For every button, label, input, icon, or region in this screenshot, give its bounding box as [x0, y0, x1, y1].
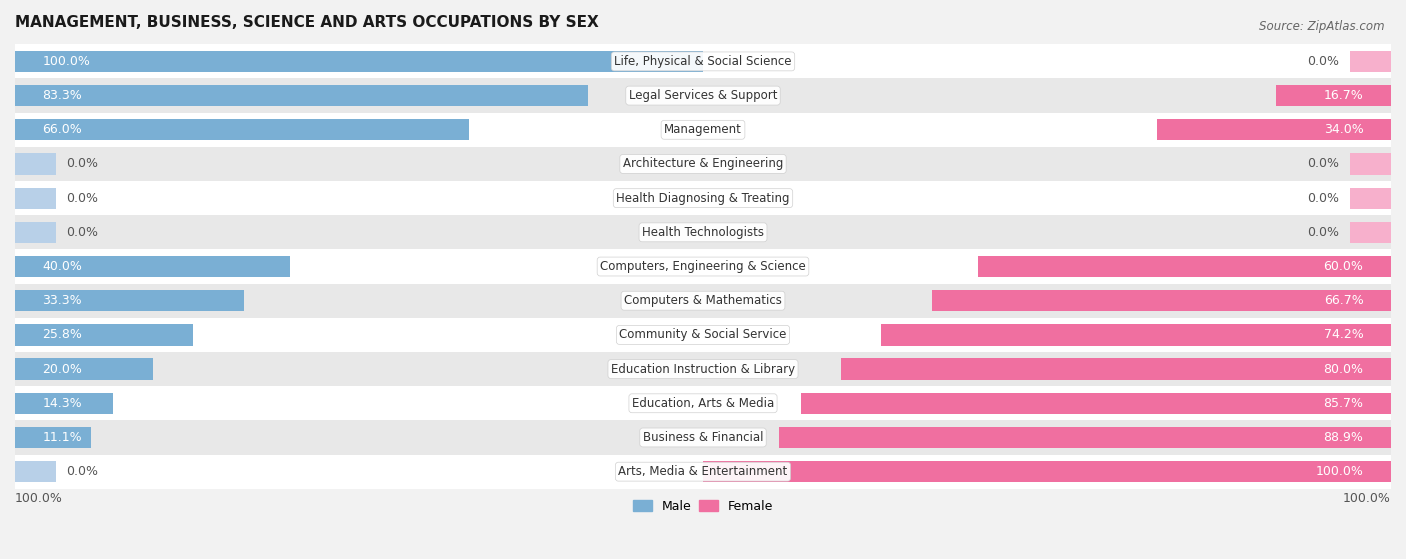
Bar: [15, 113, 1391, 147]
Bar: [15, 147, 1391, 181]
Bar: [1157, 119, 1391, 140]
Bar: [15, 318, 1391, 352]
Bar: [703, 461, 1391, 482]
Bar: [1350, 153, 1391, 174]
Text: 0.0%: 0.0%: [1308, 158, 1340, 170]
Bar: [15, 392, 114, 414]
Text: 60.0%: 60.0%: [1323, 260, 1364, 273]
Text: Source: ZipAtlas.com: Source: ZipAtlas.com: [1260, 20, 1385, 32]
Bar: [15, 358, 153, 380]
Text: 0.0%: 0.0%: [66, 465, 98, 478]
Text: 80.0%: 80.0%: [1323, 363, 1364, 376]
Bar: [15, 222, 56, 243]
Text: 34.0%: 34.0%: [1323, 124, 1364, 136]
Text: Arts, Media & Entertainment: Arts, Media & Entertainment: [619, 465, 787, 478]
Bar: [932, 290, 1391, 311]
Text: 100.0%: 100.0%: [1343, 492, 1391, 505]
Text: 66.0%: 66.0%: [42, 124, 83, 136]
Text: 83.3%: 83.3%: [42, 89, 83, 102]
Bar: [801, 392, 1391, 414]
Text: Business & Financial: Business & Financial: [643, 431, 763, 444]
Bar: [15, 119, 470, 140]
Bar: [15, 324, 193, 345]
Text: 100.0%: 100.0%: [42, 55, 90, 68]
Bar: [15, 256, 290, 277]
Text: 11.1%: 11.1%: [42, 431, 82, 444]
Bar: [15, 454, 1391, 489]
Bar: [15, 420, 1391, 454]
Bar: [15, 51, 703, 72]
Text: 0.0%: 0.0%: [1308, 55, 1340, 68]
Bar: [15, 188, 56, 209]
Text: 0.0%: 0.0%: [66, 192, 98, 205]
Text: 25.8%: 25.8%: [42, 328, 83, 342]
Text: 100.0%: 100.0%: [1316, 465, 1364, 478]
Text: 0.0%: 0.0%: [66, 226, 98, 239]
Text: Legal Services & Support: Legal Services & Support: [628, 89, 778, 102]
Bar: [979, 256, 1391, 277]
Text: Health Technologists: Health Technologists: [643, 226, 763, 239]
Bar: [15, 181, 1391, 215]
Text: 85.7%: 85.7%: [1323, 397, 1364, 410]
Text: 0.0%: 0.0%: [1308, 226, 1340, 239]
Text: 0.0%: 0.0%: [66, 158, 98, 170]
Text: 74.2%: 74.2%: [1323, 328, 1364, 342]
Text: 88.9%: 88.9%: [1323, 431, 1364, 444]
Legend: Male, Female: Male, Female: [628, 495, 778, 518]
Text: Life, Physical & Social Science: Life, Physical & Social Science: [614, 55, 792, 68]
Bar: [1350, 51, 1391, 72]
Bar: [880, 324, 1391, 345]
Text: 100.0%: 100.0%: [15, 492, 63, 505]
Bar: [1350, 188, 1391, 209]
Bar: [15, 352, 1391, 386]
Text: 40.0%: 40.0%: [42, 260, 83, 273]
Text: Computers, Engineering & Science: Computers, Engineering & Science: [600, 260, 806, 273]
Text: 16.7%: 16.7%: [1323, 89, 1364, 102]
Text: Health Diagnosing & Treating: Health Diagnosing & Treating: [616, 192, 790, 205]
Bar: [15, 215, 1391, 249]
Bar: [15, 427, 91, 448]
Bar: [779, 427, 1391, 448]
Text: Education Instruction & Library: Education Instruction & Library: [612, 363, 794, 376]
Bar: [1277, 85, 1391, 106]
Bar: [1350, 222, 1391, 243]
Bar: [15, 78, 1391, 113]
Bar: [15, 283, 1391, 318]
Bar: [841, 358, 1391, 380]
Text: 66.7%: 66.7%: [1323, 294, 1364, 307]
Bar: [15, 386, 1391, 420]
Text: 0.0%: 0.0%: [1308, 192, 1340, 205]
Text: MANAGEMENT, BUSINESS, SCIENCE AND ARTS OCCUPATIONS BY SEX: MANAGEMENT, BUSINESS, SCIENCE AND ARTS O…: [15, 15, 599, 30]
Text: Management: Management: [664, 124, 742, 136]
Bar: [15, 85, 588, 106]
Text: 33.3%: 33.3%: [42, 294, 82, 307]
Bar: [15, 249, 1391, 283]
Bar: [15, 290, 245, 311]
Text: Computers & Mathematics: Computers & Mathematics: [624, 294, 782, 307]
Text: Community & Social Service: Community & Social Service: [619, 328, 787, 342]
Bar: [15, 461, 56, 482]
Text: Education, Arts & Media: Education, Arts & Media: [631, 397, 775, 410]
Bar: [15, 153, 56, 174]
Text: 20.0%: 20.0%: [42, 363, 83, 376]
Text: 14.3%: 14.3%: [42, 397, 82, 410]
Bar: [15, 44, 1391, 78]
Text: Architecture & Engineering: Architecture & Engineering: [623, 158, 783, 170]
